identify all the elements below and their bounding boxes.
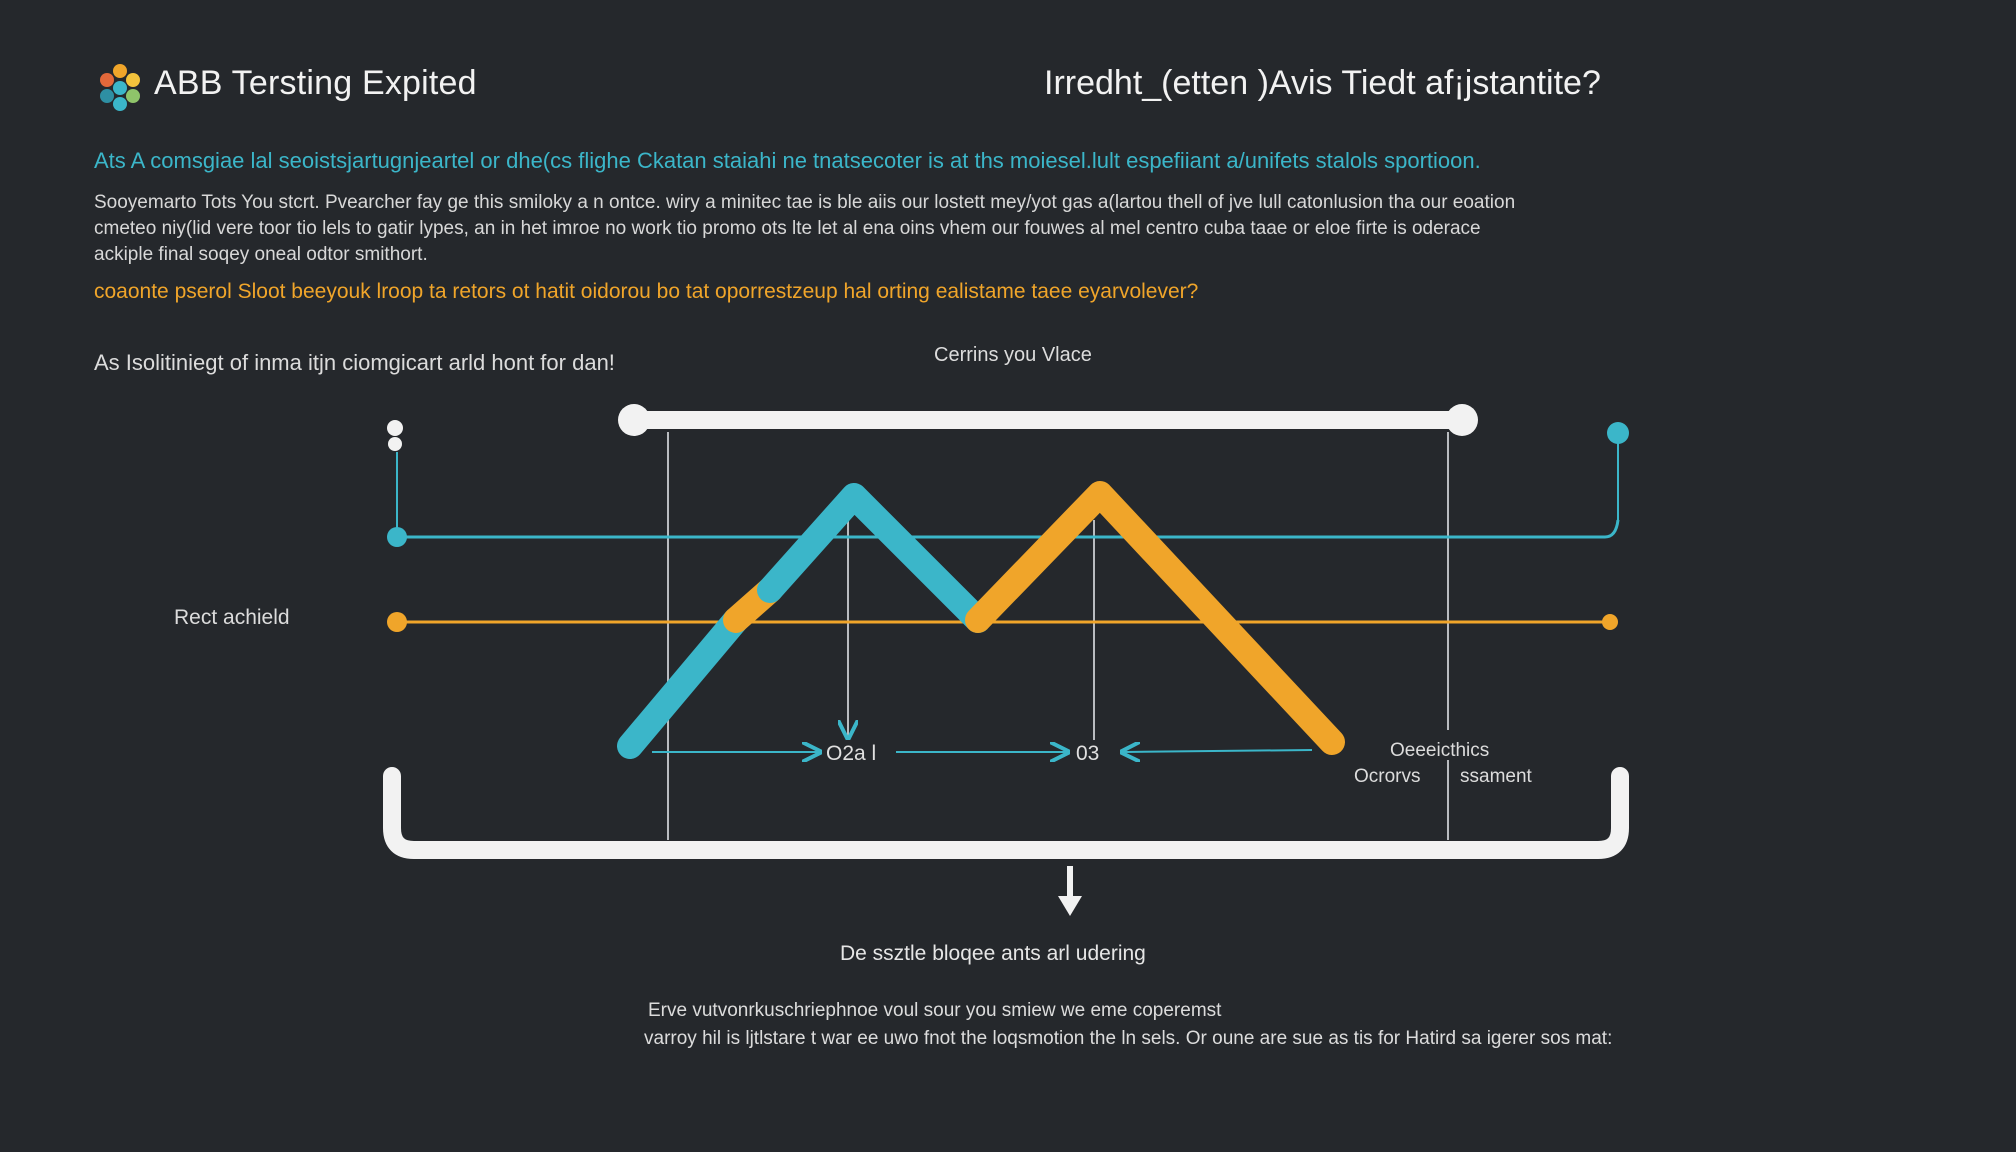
teal-track (387, 422, 1629, 547)
intro-body-line: Sooyemarto Tots You stcrt. Pvearcher fay… (94, 192, 1516, 213)
hexagon-cluster-logo-icon (100, 64, 140, 111)
top-bar (618, 404, 1478, 436)
side-caption: As Isolitiniegt of inma itjn ciomgicart … (94, 350, 615, 375)
intro-lead: Ats A comsgiae lal seoistsjartugnjeartel… (94, 148, 1481, 173)
down-arrow-icon (1058, 866, 1082, 916)
marker-dot (387, 420, 403, 436)
bottom-bracket (383, 767, 1629, 859)
side-note: ssament (1460, 766, 1532, 787)
top-caption: Cerrins you Vlace (934, 344, 1092, 366)
point-label: 03 (1076, 742, 1100, 765)
orange-track (387, 612, 1618, 632)
footer-line: varroy hil is ljtlstare t war ee uwo fno… (644, 1028, 1613, 1049)
footer-line: Erve vutvonrkuschriephnoe voul sour you … (648, 1000, 1222, 1021)
app-logo (96, 62, 144, 112)
zigzag-curve (617, 481, 1345, 759)
side-note: Oeeeicthics (1390, 740, 1490, 761)
question-title: Irredht_(etten )Avis Tiedt af¡jstantite? (1044, 64, 1601, 102)
marker-dot (388, 437, 402, 451)
side-note: Ocrorvs (1354, 766, 1421, 787)
point-label: O2a l (826, 742, 877, 765)
highlight-question: coaonte pserol Sloot beeyouk lroop ta re… (94, 280, 1199, 303)
intro-body-line: ackiple final soqey oneal odtor smithort… (94, 244, 428, 265)
app-title: ABB Tersting Expited (154, 64, 477, 102)
intro-body: Sooyemarto Tots You stcrt. Pvearcher fay… (94, 190, 1794, 268)
row-label: Rect achield (174, 606, 290, 629)
bottom-caption: De ssztle bloqee ants arl udering (840, 942, 1146, 965)
flow-arrow (1124, 750, 1313, 752)
intro-body-line: cmeteo niy(lid vere toor tio lels to gat… (94, 218, 1481, 239)
